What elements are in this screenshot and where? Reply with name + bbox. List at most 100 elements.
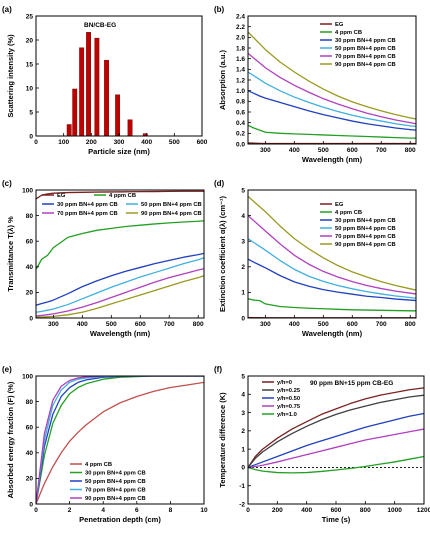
legend-entry: 90 ppm BN+4 ppm CB: [335, 242, 396, 248]
legend-entry: y/h=0.75: [277, 404, 301, 410]
y-tick-label: 0.0: [236, 141, 245, 148]
legend: EG 4 ppm CB 30 ppm BN+4 ppm CB 50 ppm BN+4 …: [42, 193, 202, 217]
y-tick-label: 1.4: [236, 67, 245, 74]
chart-panel-c: (c) 300 400 500 600 700 800 0 20 40 60 80 100 Wavelen…: [2, 179, 205, 338]
x-tick-label: 300: [260, 147, 271, 154]
x-tick-label: 1200: [417, 507, 430, 514]
x-axis-label: Time (s): [322, 515, 351, 524]
legend-entry: 30 ppm BN+4 ppm CB: [85, 471, 146, 477]
series-line: [36, 275, 204, 318]
y-tick-label: 0.2: [236, 131, 245, 138]
x-axis-label: Wavelength (nm): [90, 329, 151, 338]
chart-title: BN/CB-EG: [84, 22, 116, 29]
chart-panel-d: (d) 300 400 500 600 700 800 0 1 2 3 4 5 Wavelength (n…: [214, 179, 417, 338]
x-tick-label: 400: [289, 147, 300, 154]
legend-entry: 4 ppm CB: [85, 462, 112, 468]
x-tick-label: 200: [272, 507, 283, 514]
series-line: [36, 190, 204, 200]
y-tick-label: 5: [241, 373, 245, 380]
x-tick-label: 300: [260, 321, 271, 328]
y-axis-label: Absorbed energy fraction (F) (%): [6, 381, 15, 498]
y-tick-label: 0: [29, 501, 33, 508]
series-line: [36, 252, 204, 306]
panel-label: (d): [214, 179, 225, 188]
y-tick-label: 1.8: [236, 45, 245, 52]
y-tick-label: 1: [241, 446, 245, 453]
legend-entry: 4 ppm CB: [335, 210, 362, 216]
x-tick-label: 200: [86, 139, 97, 146]
plot-frame: [35, 375, 205, 505]
y-tick-label: 15: [26, 61, 34, 68]
y-tick-label: 80: [26, 213, 34, 220]
legend: y/h=0 y/h=0.25 y/h=0.50 y/h=0.75 y/h=1.0: [262, 380, 301, 418]
series-line: [36, 376, 204, 504]
plot-frame: [35, 189, 205, 319]
y-tick-label: 5: [241, 187, 245, 194]
y-tick-label: 20: [26, 290, 34, 297]
bar: [79, 47, 85, 136]
x-tick-label: 700: [164, 321, 175, 328]
x-tick-label: 600: [197, 139, 208, 146]
y-tick-label: 1: [241, 290, 245, 297]
legend-entry: 4 ppm CB: [109, 193, 136, 199]
y-axis-label: Scattering intensity (%): [6, 34, 15, 118]
x-tick-label: 800: [405, 147, 416, 154]
legend-entry: 30 ppm BN+4 ppm CB: [335, 38, 396, 44]
x-tick-label: 700: [376, 147, 387, 154]
y-tick-label: 2: [241, 428, 245, 435]
y-tick-label: 0: [29, 315, 33, 322]
legend: 4 ppm CB 30 ppm BN+4 ppm CB 50 ppm BN+4 pp…: [70, 462, 146, 502]
bar: [127, 119, 133, 136]
x-tick-label: 0: [246, 507, 250, 514]
y-tick-label: 40: [26, 264, 34, 271]
series-line: [248, 90, 416, 131]
y-axis-label: Extinction coefficient α(λ) (cm⁻¹): [218, 195, 227, 312]
y-tick-label: 100: [22, 187, 33, 194]
series-line: [248, 215, 416, 295]
series-line: [248, 412, 424, 469]
y-tick-label: 40: [26, 450, 34, 457]
series-line: [248, 258, 416, 302]
x-tick-label: 500: [169, 139, 180, 146]
x-tick-label: 4: [101, 507, 105, 514]
plot-data: [248, 387, 424, 474]
y-tick-label: 4: [241, 392, 245, 399]
y-tick-label: -2: [239, 501, 245, 508]
legend-entry: y/h=0.25: [277, 388, 301, 394]
y-axis-label: Transmittance T(λ) %: [6, 216, 15, 292]
legend: EG 4 ppm CB 30 ppm BN+4 ppm CB 50 ppm BN+4 …: [320, 22, 396, 68]
legend-entry: 30 ppm BN+4 ppm CB: [57, 202, 118, 208]
x-tick-label: 600: [331, 507, 342, 514]
y-tick-label: 1.2: [236, 77, 245, 84]
x-axis-label: Particle size (nm): [88, 147, 150, 156]
series-line: [248, 238, 416, 299]
y-tick-label: 60: [26, 239, 34, 246]
y-tick-label: 5: [29, 109, 33, 116]
y-tick-label: 2: [241, 264, 245, 271]
y-axis-label: Temperature difference (K): [218, 392, 227, 488]
plot-data: [248, 195, 416, 318]
y-tick-label: 2.0: [236, 35, 245, 42]
y-tick-label: 0.6: [236, 109, 245, 116]
legend-entry: 50 ppm BN+4 ppm CB: [141, 202, 202, 208]
legend-entry: 50 ppm BN+4 ppm CB: [85, 479, 146, 485]
y-tick-label: 25: [26, 13, 34, 20]
y-tick-label: 20: [26, 37, 34, 44]
bar: [72, 88, 78, 136]
legend-entry: EG: [57, 193, 66, 199]
y-tick-label: 20: [26, 476, 34, 483]
legend: EG 4 ppm CB 30 ppm BN+4 ppm CB 50 ppm BN+4 …: [320, 202, 396, 248]
legend-entry: 50 ppm BN+4 ppm CB: [335, 226, 396, 232]
y-tick-label: 3: [241, 410, 245, 417]
legend-entry: 70 ppm BN+4 ppm CB: [85, 488, 146, 494]
x-tick-label: 500: [318, 147, 329, 154]
x-tick-label: 0: [34, 139, 38, 146]
series-line: [248, 387, 424, 468]
x-tick-label: 500: [106, 321, 117, 328]
chart-panel-f: (f) 0 200 400 600 800 1000 1200 -2 -1 0 1 2 3 4 5 Time (…: [214, 365, 430, 524]
series-line: [248, 142, 416, 144]
legend-entry: y/h=0: [277, 380, 292, 386]
y-tick-label: 10: [26, 85, 34, 92]
